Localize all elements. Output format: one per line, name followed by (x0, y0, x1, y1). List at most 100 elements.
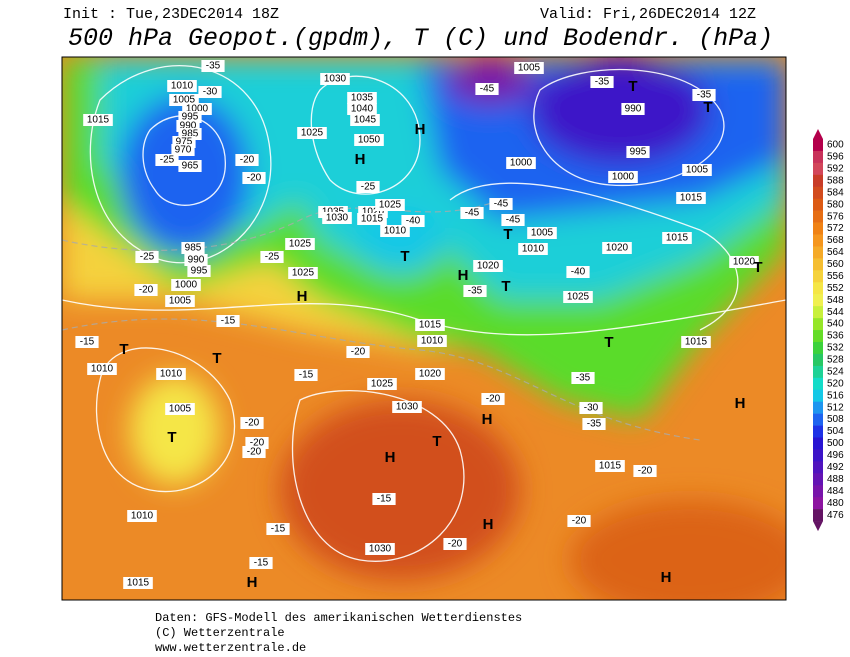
contour-label: 1020 (606, 243, 629, 254)
contour-label: 990 (188, 255, 205, 266)
label-box (167, 80, 197, 92)
label-box (155, 154, 179, 166)
colorbar-label: 576 (827, 211, 844, 222)
label-box (123, 577, 153, 589)
label-box (518, 243, 548, 255)
contour-label: -30 (584, 403, 599, 414)
colorbar-cell (813, 353, 823, 367)
pressure-center: H (482, 411, 493, 428)
label-box (320, 73, 350, 85)
label-box (347, 103, 377, 115)
colorbar-label: 500 (827, 438, 844, 449)
colorbar-label: 580 (827, 199, 844, 210)
colorbar-label: 544 (827, 307, 844, 318)
colorbar-cell (813, 461, 823, 474)
pressure-center: H (735, 395, 746, 412)
contour-label: 1025 (301, 128, 324, 139)
contour-label: 995 (630, 147, 647, 158)
colorbar-label: 520 (827, 378, 844, 389)
label-box (571, 372, 595, 384)
pressure-center: H (415, 121, 426, 138)
colorbar-label: 560 (827, 259, 844, 270)
colorbar-label: 588 (827, 175, 844, 186)
colorbar-cell (813, 341, 823, 355)
colorbar-label: 504 (827, 426, 844, 437)
colorbar-label: 600 (827, 140, 844, 151)
label-box (350, 114, 380, 126)
colorbar-cell (813, 389, 823, 402)
pressure-center: T (753, 259, 762, 276)
colorbar-label: 596 (827, 152, 844, 163)
label-box (165, 295, 195, 307)
label-box (240, 417, 264, 429)
pressure-center: H (385, 449, 396, 466)
label-box (372, 493, 396, 505)
contour-label: 1000 (510, 158, 533, 169)
contour-label: 1010 (421, 336, 444, 347)
label-box (481, 393, 505, 405)
colorbar-cell (813, 330, 823, 343)
contour-label: 1005 (686, 165, 709, 176)
contour-label: 1015 (666, 233, 689, 244)
colorbar-label: 548 (827, 295, 844, 306)
label-box (235, 154, 259, 166)
label-box (401, 215, 425, 227)
contour-label: 1020 (477, 261, 500, 272)
colorbar-cell (813, 198, 823, 211)
colorbar-label: 484 (827, 486, 844, 497)
contour-label: -15 (80, 337, 95, 348)
colorbar-cell (813, 365, 823, 379)
contour-label: 1020 (419, 369, 442, 380)
label-box (579, 402, 603, 414)
contour-label: -25 (140, 252, 155, 263)
label-box (75, 336, 99, 348)
label-box (288, 267, 318, 279)
label-box (682, 164, 712, 176)
label-box (322, 212, 352, 224)
label-box (83, 114, 113, 126)
colorbar-cell (813, 473, 823, 486)
contour-label: -20 (245, 418, 260, 429)
colorbar-label: 536 (827, 331, 844, 342)
label-box (501, 214, 525, 226)
label-box (347, 92, 377, 104)
colorbar-label: 516 (827, 390, 844, 401)
label-box (242, 446, 266, 458)
label-box (181, 242, 205, 254)
contour-label: 1010 (171, 81, 194, 92)
colorbar-cell (813, 139, 823, 152)
label-box (216, 315, 240, 327)
colorbar-cell (813, 246, 823, 259)
contour-label: 1010 (91, 364, 114, 375)
contour-label: -35 (697, 90, 712, 101)
pressure-center: T (703, 99, 712, 116)
colorbar-cell (813, 318, 823, 331)
colorbar-cell (813, 437, 823, 450)
label-box (567, 515, 591, 527)
label-box (135, 251, 159, 263)
colorbar-cell (813, 222, 823, 235)
label-box (165, 403, 195, 415)
colorbar-label: 552 (827, 283, 844, 294)
label-box (417, 335, 447, 347)
colorbar-label: 496 (827, 450, 844, 461)
label-box (527, 227, 557, 239)
colorbar-cell (813, 258, 823, 271)
colorbar-label: 572 (827, 223, 844, 234)
label-box (367, 378, 397, 390)
label-box (590, 76, 614, 88)
pressure-center: T (503, 226, 512, 243)
colorbar-label: 476 (827, 510, 844, 521)
contour-label: -35 (595, 77, 610, 88)
label-box (563, 291, 593, 303)
contour-label: 975 (176, 137, 193, 148)
pressure-center: T (604, 334, 613, 351)
colorbar-cell (813, 401, 823, 414)
label-box (297, 127, 327, 139)
colorbar-cell (813, 413, 823, 426)
contour-label: 1015 (127, 578, 150, 589)
label-box (463, 285, 487, 297)
pressure-center: T (167, 429, 176, 446)
contour-label: 1000 (186, 104, 209, 115)
